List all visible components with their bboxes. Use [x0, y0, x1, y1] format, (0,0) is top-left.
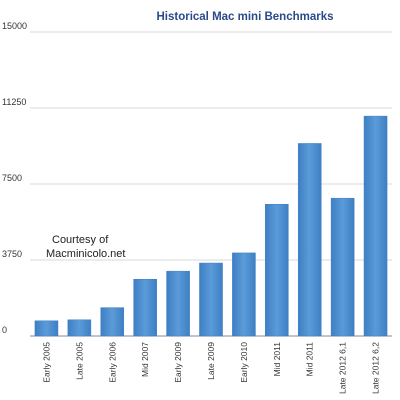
x-tick-label: Early 2006 [107, 342, 117, 383]
bar [265, 204, 289, 337]
bar [199, 262, 223, 337]
bar [133, 279, 157, 337]
x-axis-ticks: Early 2005 Late 2005 Early 2006 Mid 2007 Ear… [41, 342, 380, 394]
bar [330, 197, 355, 337]
annotation-line-1: Courtesy of [52, 234, 109, 246]
bar [232, 252, 256, 337]
chart-title: Historical Mac mini Benchmarks [156, 11, 333, 23]
y-tick-label: 15000 [2, 21, 27, 31]
x-tick-label: Late 2009 [206, 342, 216, 380]
y-tick-label: 3750 [2, 249, 22, 259]
x-tick-label: Early 2009 [173, 342, 183, 383]
bar [363, 115, 388, 337]
x-tick-label: Late 2012 6,2 [371, 342, 381, 394]
x-tick-label: Mid 2007 [140, 342, 150, 377]
y-tick-label: 7500 [2, 173, 22, 183]
y-tick-label: 0 [2, 325, 7, 335]
bar [100, 307, 125, 337]
x-tick-label: Early 2010 [239, 342, 249, 383]
y-axis-ticks: 0 3750 7500 11250 15000 [2, 21, 27, 335]
bar [166, 270, 190, 337]
bar [34, 320, 59, 337]
x-tick-label: Late 2012 6,1 [338, 342, 348, 394]
x-tick-label: Late 2005 [74, 342, 84, 380]
bar [67, 319, 92, 337]
x-tick-label: Mid 2011 [305, 342, 315, 377]
x-tick-label: Early 2005 [41, 342, 51, 383]
y-tick-label: 11250 [2, 97, 26, 107]
annotation-line-2: Macminicolo.net [46, 248, 125, 260]
bars [34, 115, 388, 337]
x-tick-label: Mid 2011 [272, 342, 282, 377]
bar [297, 143, 322, 337]
